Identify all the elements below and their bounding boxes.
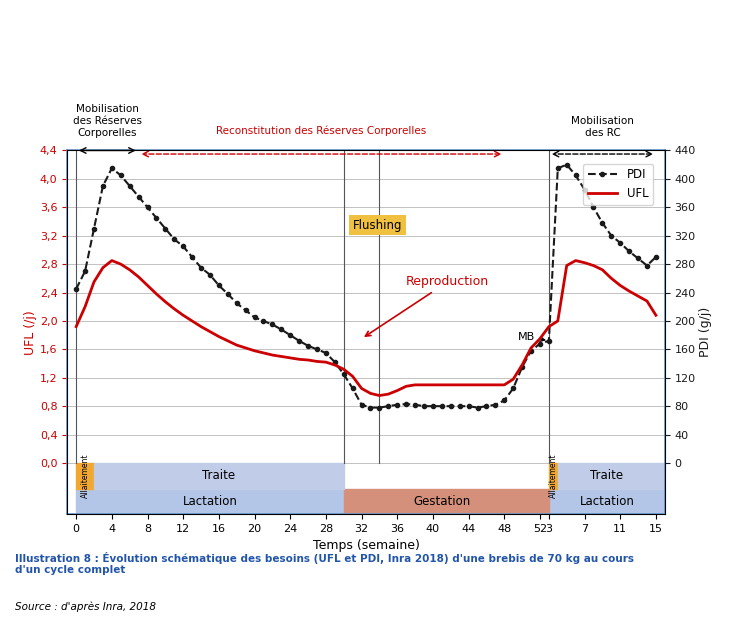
Text: Lactation: Lactation xyxy=(182,495,238,508)
Bar xyxy=(94,463,344,488)
UFL xyxy=(375,392,384,399)
Bar xyxy=(344,488,549,514)
PDI xyxy=(250,314,259,321)
Y-axis label: PDI (g/j): PDI (g/j) xyxy=(698,307,712,357)
Text: Lactation: Lactation xyxy=(580,495,634,508)
PDI xyxy=(330,359,339,366)
Legend: PDI, UFL: PDI, UFL xyxy=(583,164,653,205)
Bar xyxy=(549,488,665,514)
UFL xyxy=(72,323,81,330)
PDI xyxy=(72,285,81,293)
Text: MB: MB xyxy=(518,332,545,342)
PDI xyxy=(536,340,545,347)
Text: Illustration 8 : Évolution schématique des besoins (UFL et PDI, Inra 2018) d'une: Illustration 8 : Évolution schématique d… xyxy=(15,552,634,576)
PDI xyxy=(321,349,330,357)
UFL xyxy=(545,323,554,330)
UFL xyxy=(125,266,134,273)
UFL xyxy=(651,312,660,319)
Bar xyxy=(76,488,344,514)
X-axis label: Temps (semaine): Temps (semaine) xyxy=(312,539,420,552)
Text: Reproduction: Reproduction xyxy=(365,275,489,336)
Text: Flushing: Flushing xyxy=(353,219,402,231)
Text: Source : d'après Inra, 2018: Source : d'après Inra, 2018 xyxy=(15,602,156,613)
Text: Mobilisation
des Réserves
Corporelles: Mobilisation des Réserves Corporelles xyxy=(73,105,142,138)
Text: Mobilisation
des RC: Mobilisation des RC xyxy=(571,116,634,138)
Line: UFL: UFL xyxy=(76,261,656,396)
Bar xyxy=(76,463,94,488)
Text: Traite: Traite xyxy=(590,469,624,482)
UFL xyxy=(339,366,348,373)
PDI xyxy=(117,172,125,179)
UFL xyxy=(108,257,117,265)
Text: Allaitement: Allaitement xyxy=(81,453,90,498)
Text: Gestation: Gestation xyxy=(413,495,471,508)
PDI xyxy=(214,282,223,289)
Bar xyxy=(558,463,665,488)
PDI xyxy=(651,253,660,261)
PDI xyxy=(562,161,571,169)
Text: Traite: Traite xyxy=(202,469,235,482)
PDI xyxy=(366,404,375,411)
Bar xyxy=(549,463,558,488)
Y-axis label: UFL (/j): UFL (/j) xyxy=(24,310,37,355)
UFL xyxy=(223,337,232,345)
Text: Reconstitution des Réserves Corporelles: Reconstitution des Réserves Corporelles xyxy=(217,126,427,136)
UFL xyxy=(330,361,339,369)
Line: PDI: PDI xyxy=(74,162,658,409)
UFL xyxy=(259,349,268,357)
Text: Allaitement: Allaitement xyxy=(549,453,558,498)
